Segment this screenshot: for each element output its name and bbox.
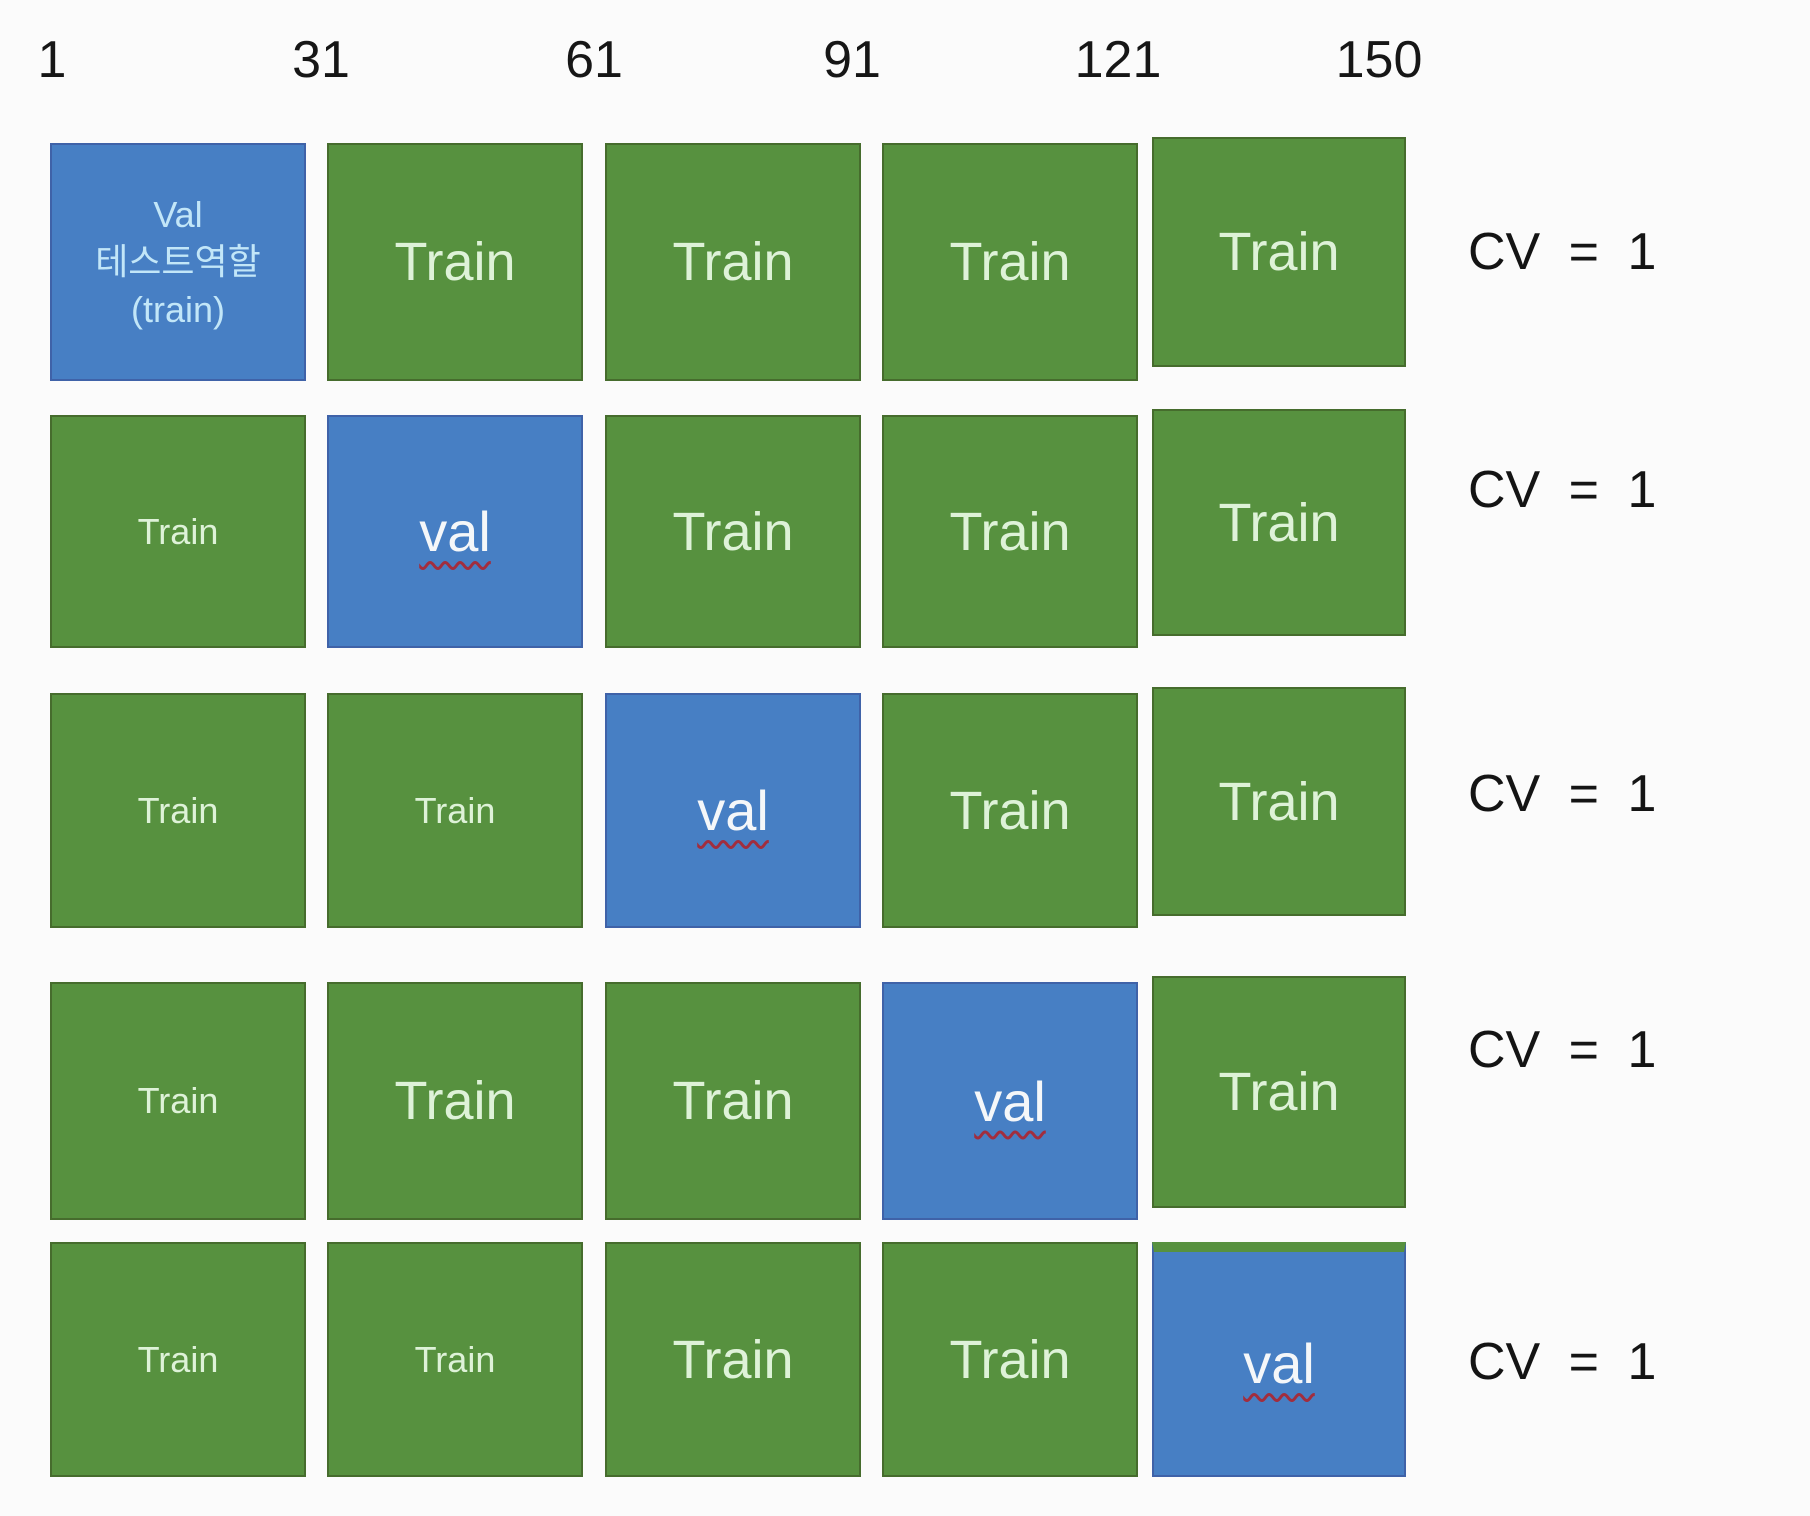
cv-label-row5: CV = 1 [1468, 1333, 1657, 1391]
train-label: Train [137, 789, 219, 831]
train-label: Train [1218, 771, 1340, 832]
cell-train: Train [1152, 409, 1406, 636]
cell-train: Train [1152, 976, 1406, 1208]
train-label: Train [414, 1338, 496, 1380]
val-first-line1: Val [153, 193, 203, 235]
train-label: Train [672, 1329, 794, 1390]
cell-fold5-val: val [1152, 1242, 1406, 1477]
tick-label-1: 1 [37, 31, 67, 89]
cell-train: Train [605, 415, 861, 648]
tick-label-121: 121 [1074, 31, 1162, 89]
train-label: Train [949, 780, 1071, 841]
cell-fold1-val: Val 테스트역할 (train) [50, 143, 306, 381]
cell-train: Train [882, 143, 1138, 381]
cell-train: Train [605, 143, 861, 381]
train-label: Train [394, 1071, 516, 1131]
cell-train: Train [327, 1242, 583, 1477]
train-label: Train [672, 1071, 794, 1131]
cell-train: Train [327, 693, 583, 928]
cv-label-row3: CV = 1 [1468, 765, 1657, 823]
val-first-cell-text: Val 테스트역할 (train) [95, 191, 261, 334]
tick-label-61: 61 [565, 31, 623, 89]
val-label: val [419, 500, 491, 563]
cell-train: Train [882, 1242, 1138, 1477]
cell-train: Train [605, 1242, 861, 1477]
train-label: Train [137, 1080, 219, 1121]
train-label: Train [949, 1329, 1071, 1390]
cv-label-row1: CV = 1 [1468, 223, 1657, 281]
cv-label-row4: CV = 1 [1468, 1021, 1657, 1079]
val-label: val [974, 1069, 1046, 1133]
train-label: Train [394, 232, 516, 292]
train-label: Train [414, 789, 496, 831]
tick-label-150: 150 [1335, 31, 1423, 89]
train-label: Train [949, 501, 1071, 562]
cv-label-row2: CV = 1 [1468, 461, 1657, 519]
train-label: Train [1218, 222, 1340, 282]
cell-fold3-val: val [605, 693, 861, 928]
val-label: val [1243, 1332, 1315, 1395]
cell-train: Train [1152, 137, 1406, 367]
cell-train: Train [1152, 687, 1406, 916]
cell-train: Train [50, 982, 306, 1220]
train-label: Train [672, 232, 794, 292]
train-label: Train [672, 501, 794, 562]
val-first-line2: 테스트역할 [95, 241, 261, 283]
train-label: Train [949, 232, 1071, 292]
train-label: Train [137, 1338, 219, 1380]
cell-train: Train [327, 982, 583, 1220]
cell-train: Train [50, 693, 306, 928]
cell-train: Train [882, 415, 1138, 648]
cell-fold2-val: val [327, 415, 583, 648]
cell-train: Train [327, 143, 583, 381]
train-label: Train [1218, 492, 1340, 553]
train-label: Train [1218, 1062, 1340, 1122]
cell-train: Train [50, 1242, 306, 1477]
train-label: Train [137, 510, 219, 552]
val-label: val [697, 779, 769, 842]
cell-train: Train [882, 693, 1138, 928]
tick-label-91: 91 [823, 31, 881, 89]
tick-label-31: 31 [292, 31, 350, 89]
cell-train: Train [605, 982, 861, 1220]
cell-fold4-val: val [882, 982, 1138, 1220]
val-first-line3: (train) [130, 288, 225, 330]
cell-train: Train [50, 415, 306, 648]
